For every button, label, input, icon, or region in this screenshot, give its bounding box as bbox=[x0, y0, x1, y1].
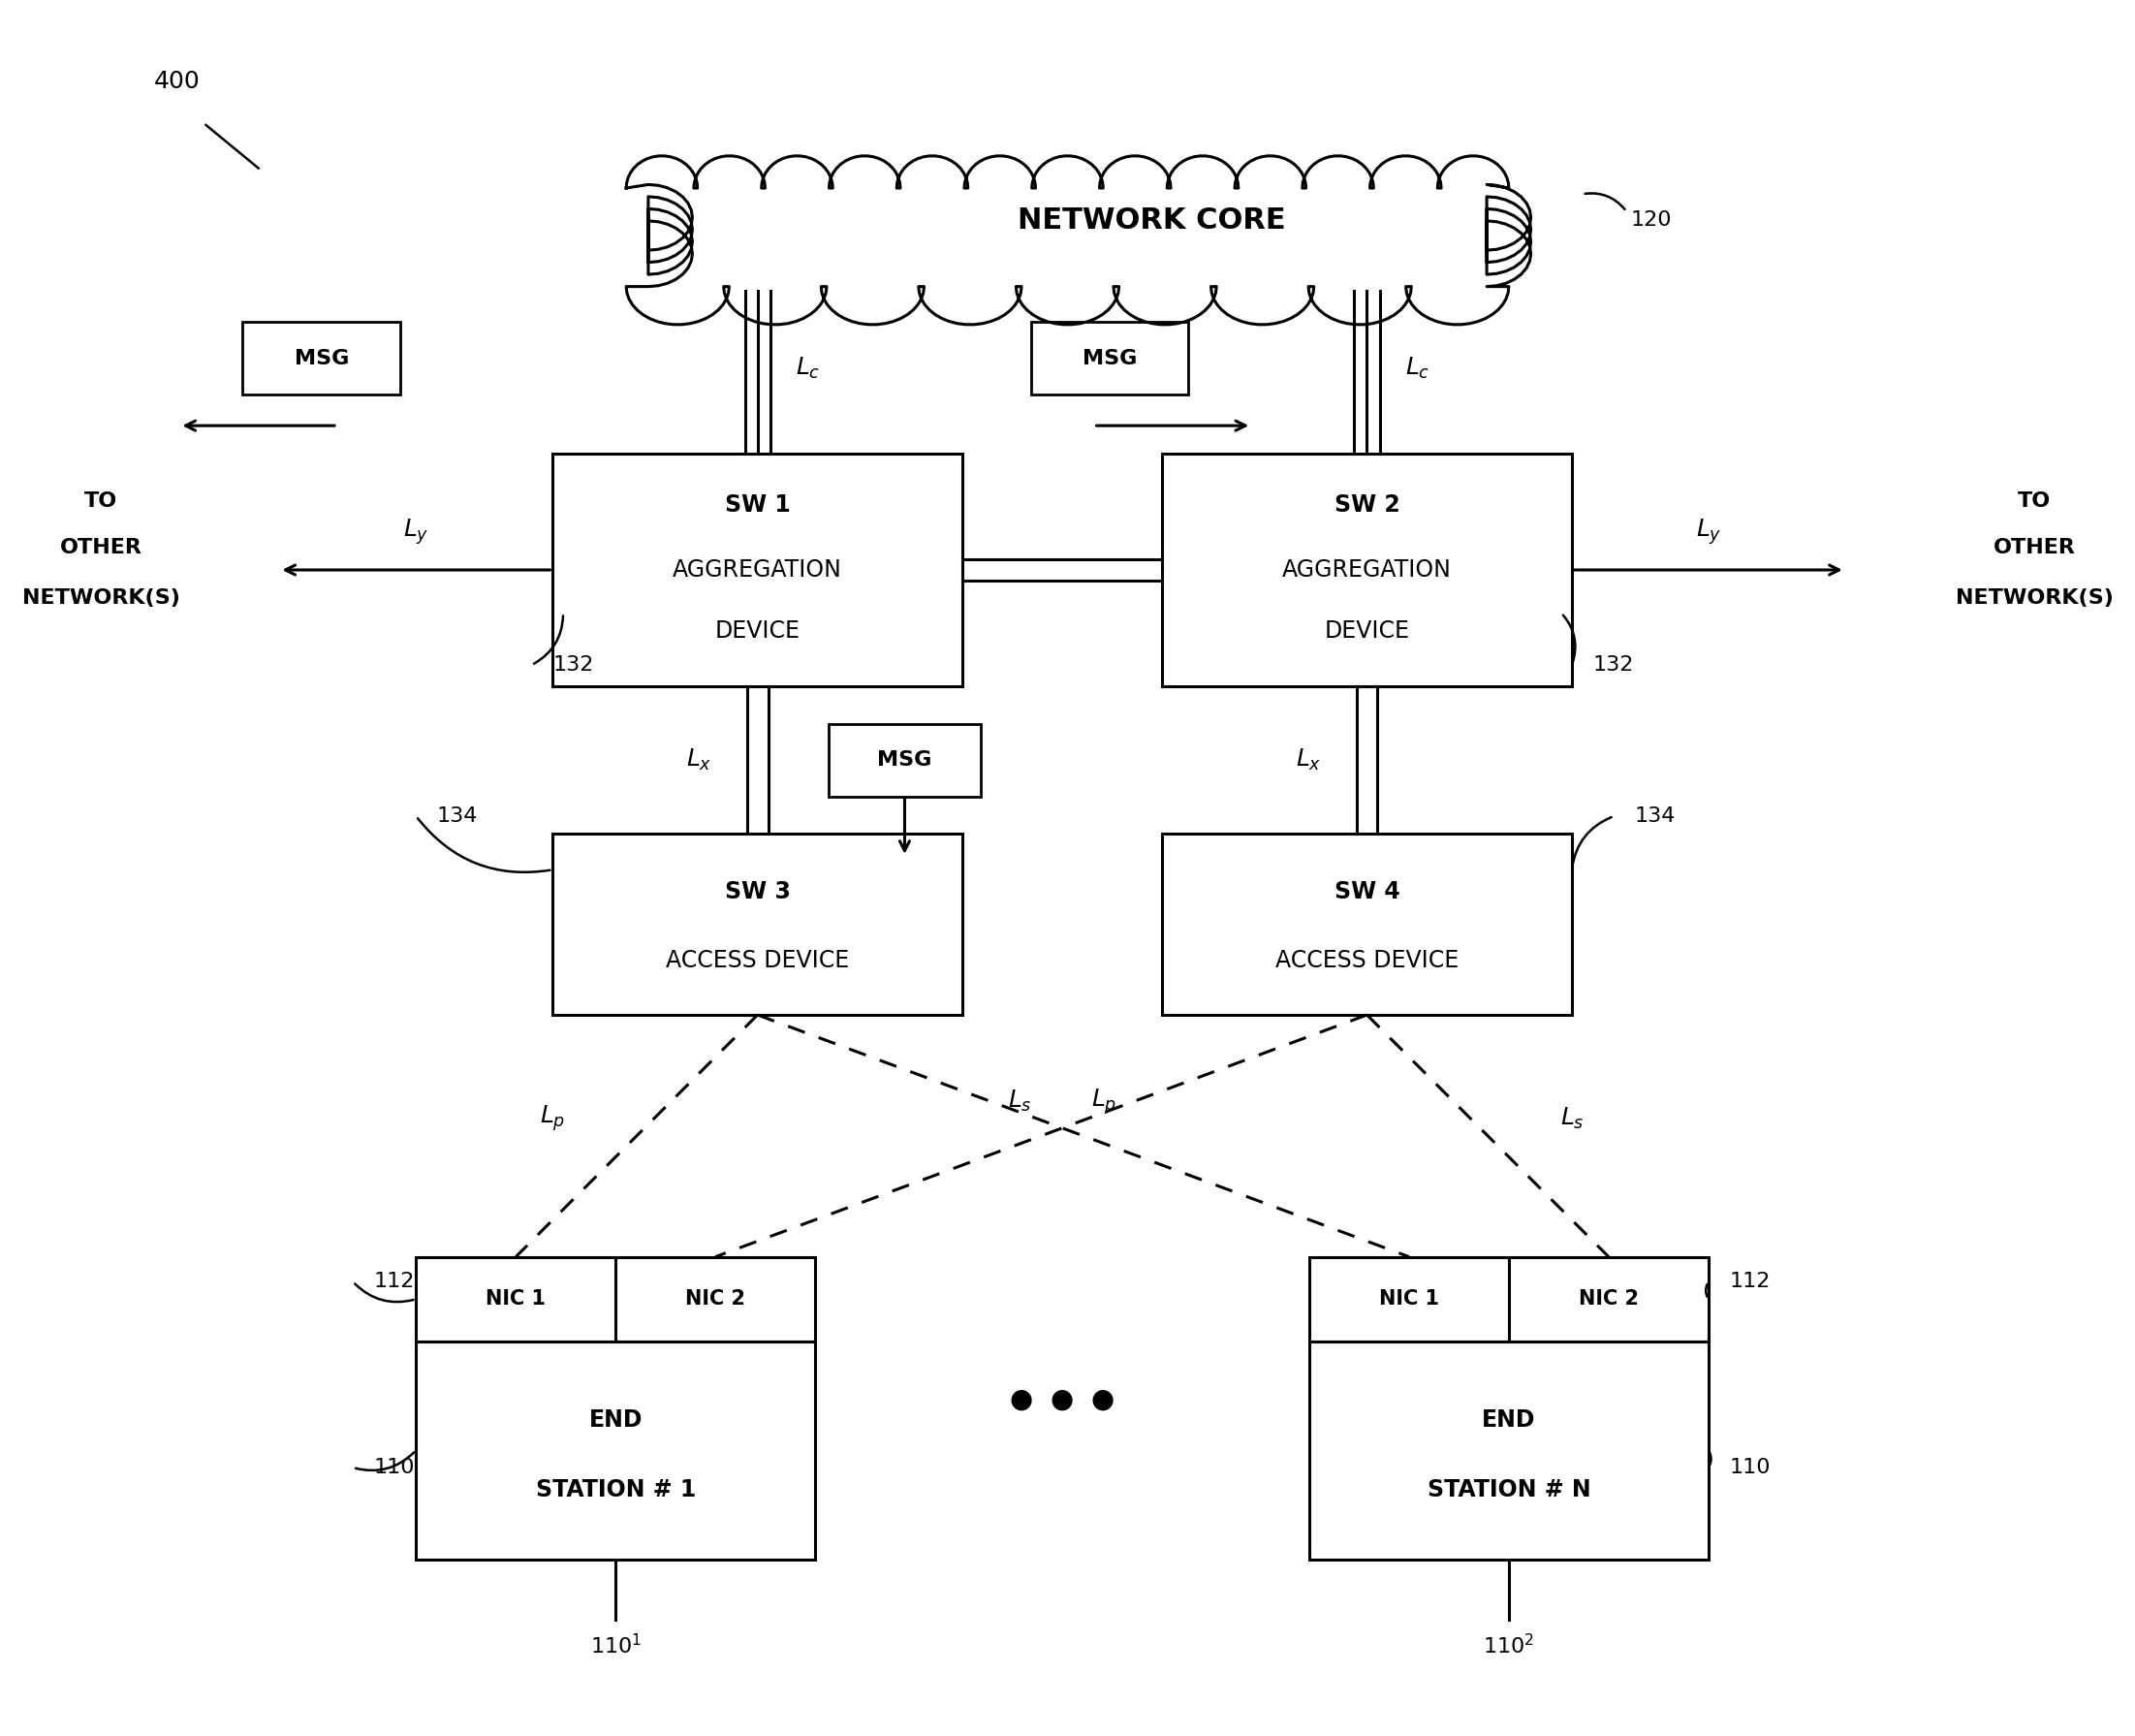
Text: SW 4: SW 4 bbox=[1334, 880, 1401, 903]
Text: $L_y$: $L_y$ bbox=[1695, 517, 1721, 547]
Text: ACCESS DEVICE: ACCESS DEVICE bbox=[666, 950, 850, 972]
Text: ●  ●  ●: ● ● ● bbox=[1010, 1385, 1114, 1413]
Text: MSG: MSG bbox=[1082, 349, 1136, 368]
Bar bbox=[243, 321, 399, 394]
Text: SW 2: SW 2 bbox=[1334, 493, 1401, 516]
Text: $110^2$: $110^2$ bbox=[1484, 1634, 1535, 1658]
Text: 110: 110 bbox=[1729, 1458, 1770, 1477]
Text: $L_p$: $L_p$ bbox=[1091, 1087, 1117, 1116]
Text: $L_p$: $L_p$ bbox=[540, 1104, 566, 1134]
Text: DEVICE: DEVICE bbox=[715, 620, 801, 642]
Bar bbox=[1161, 453, 1571, 686]
Text: MSG: MSG bbox=[877, 750, 933, 769]
Text: SW 3: SW 3 bbox=[724, 880, 790, 903]
Text: NIC 1: NIC 1 bbox=[1379, 1290, 1439, 1309]
Text: $L_c$: $L_c$ bbox=[796, 356, 820, 380]
Text: $110^1$: $110^1$ bbox=[589, 1634, 640, 1658]
Text: 120: 120 bbox=[1631, 210, 1672, 229]
Text: NETWORK(S): NETWORK(S) bbox=[21, 589, 179, 608]
Text: ACCESS DEVICE: ACCESS DEVICE bbox=[1275, 950, 1458, 972]
Text: TO: TO bbox=[83, 491, 117, 510]
Bar bbox=[1031, 321, 1189, 394]
Text: DEVICE: DEVICE bbox=[1324, 620, 1409, 642]
Text: STATION # N: STATION # N bbox=[1426, 1477, 1591, 1502]
Bar bbox=[1309, 1342, 1708, 1559]
Text: 110: 110 bbox=[374, 1458, 414, 1477]
Text: SW 1: SW 1 bbox=[724, 493, 790, 516]
Text: $L_s$: $L_s$ bbox=[1008, 1088, 1031, 1115]
Text: 112: 112 bbox=[1729, 1272, 1770, 1292]
Bar bbox=[416, 1257, 816, 1342]
Bar bbox=[416, 1342, 816, 1559]
Text: 400: 400 bbox=[154, 69, 201, 94]
Bar bbox=[828, 724, 980, 797]
Text: 134: 134 bbox=[438, 807, 478, 826]
Text: NIC 2: NIC 2 bbox=[685, 1290, 745, 1309]
Text: AGGREGATION: AGGREGATION bbox=[1283, 559, 1452, 582]
Text: MSG: MSG bbox=[295, 349, 348, 368]
Text: NIC 1: NIC 1 bbox=[487, 1290, 547, 1309]
Text: OTHER: OTHER bbox=[60, 538, 141, 557]
Text: $L_y$: $L_y$ bbox=[404, 517, 429, 547]
Text: $L_s$: $L_s$ bbox=[1561, 1106, 1584, 1132]
Text: STATION # 1: STATION # 1 bbox=[536, 1477, 696, 1502]
Text: NIC 2: NIC 2 bbox=[1578, 1290, 1640, 1309]
Text: END: END bbox=[589, 1408, 643, 1432]
Bar bbox=[1309, 1257, 1708, 1342]
Text: TO: TO bbox=[2018, 491, 2052, 510]
Text: 134: 134 bbox=[1635, 807, 1676, 826]
Bar bbox=[553, 833, 963, 1016]
Text: AGGREGATION: AGGREGATION bbox=[673, 559, 843, 582]
Text: END: END bbox=[1482, 1408, 1535, 1432]
Text: NETWORK(S): NETWORK(S) bbox=[1956, 589, 2114, 608]
Text: 132: 132 bbox=[553, 654, 594, 675]
Text: 112: 112 bbox=[374, 1272, 414, 1292]
Text: 132: 132 bbox=[1593, 654, 1633, 675]
Bar bbox=[1161, 833, 1571, 1016]
Bar bbox=[553, 453, 963, 686]
Text: $L_c$: $L_c$ bbox=[1405, 356, 1430, 380]
Text: NETWORK CORE: NETWORK CORE bbox=[1018, 207, 1285, 234]
Text: $L_x$: $L_x$ bbox=[685, 746, 711, 773]
Text: $L_x$: $L_x$ bbox=[1296, 746, 1322, 773]
Text: OTHER: OTHER bbox=[1994, 538, 2075, 557]
